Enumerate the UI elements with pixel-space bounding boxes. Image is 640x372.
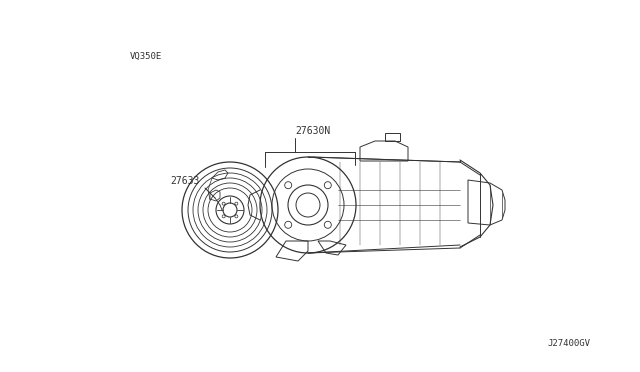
Text: VQ350E: VQ350E [130, 52, 163, 61]
Text: 27633: 27633 [170, 176, 200, 186]
Text: J27400GV: J27400GV [547, 339, 590, 348]
Text: 27630N: 27630N [295, 126, 330, 136]
